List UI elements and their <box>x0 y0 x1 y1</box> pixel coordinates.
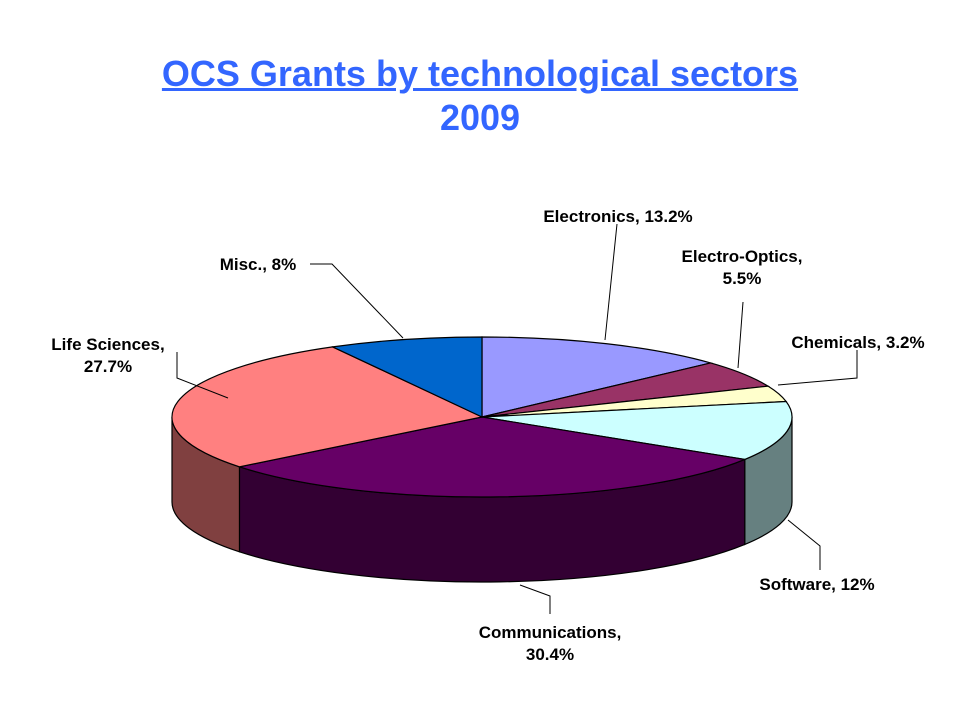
slice-label-communications-line-1: Communications, <box>479 623 622 642</box>
pie-slice-life-sciences[interactable] <box>171 346 484 468</box>
pie-slice-electronics[interactable] <box>481 336 714 418</box>
slice-label-misc: Misc., 8% <box>220 255 297 274</box>
slice-label-misc-line-1: Misc., 8% <box>220 255 297 274</box>
leader-line-chemicals <box>777 350 858 386</box>
slice-label-chemicals-line-1: Chemicals, 3.2% <box>791 333 924 352</box>
slice-label-life-sciences-line-2: 27.7% <box>84 357 132 376</box>
pie-slice-software[interactable] <box>481 400 793 461</box>
pie-tops <box>171 336 793 498</box>
slice-label-life-sciences-line-1: Life Sciences, <box>51 335 164 354</box>
leader-line-electronics <box>604 223 618 341</box>
pie-slice-misc[interactable] <box>330 336 483 418</box>
pie-sides <box>171 416 793 583</box>
slice-label-electronics: Electronics, 13.2% <box>543 207 692 226</box>
slice-label-electro-optics-line-1: Electro-Optics, <box>682 247 803 266</box>
pie-labels: Electronics, 13.2% Electro-Optics, 5.5% Che… <box>51 207 924 664</box>
chart-title-line1[interactable]: OCS Grants by technological sectors <box>161 53 799 94</box>
chart-title-line2: 2009 <box>439 97 521 138</box>
pie-slice-communications[interactable] <box>237 416 747 498</box>
slice-label-electro-optics: Electro-Optics, 5.5% <box>682 247 803 288</box>
slice-label-communications-line-2: 30.4% <box>526 645 574 664</box>
slice-label-chemicals: Chemicals, 3.2% <box>791 333 924 352</box>
pie-leaders <box>176 223 858 614</box>
leader-line-communications <box>519 584 551 614</box>
slice-label-software-line-1: Software, 12% <box>759 575 874 594</box>
slice-label-electro-optics-line-2: 5.5% <box>723 269 762 288</box>
slice-label-life-sciences: Life Sciences, 27.7% <box>51 335 164 376</box>
leader-line-software <box>787 519 821 570</box>
slice-label-communications: Communications, 30.4% <box>479 623 622 664</box>
leader-line-misc <box>310 263 404 339</box>
chart-title: OCS Grants by technological sectors 2009 <box>0 52 960 140</box>
leader-line-life-sciences <box>176 352 229 399</box>
slice-label-software: Software, 12% <box>759 575 874 594</box>
leader-line-electro-optics <box>737 301 744 369</box>
slice-label-electronics-line-1: Electronics, 13.2% <box>543 207 692 226</box>
